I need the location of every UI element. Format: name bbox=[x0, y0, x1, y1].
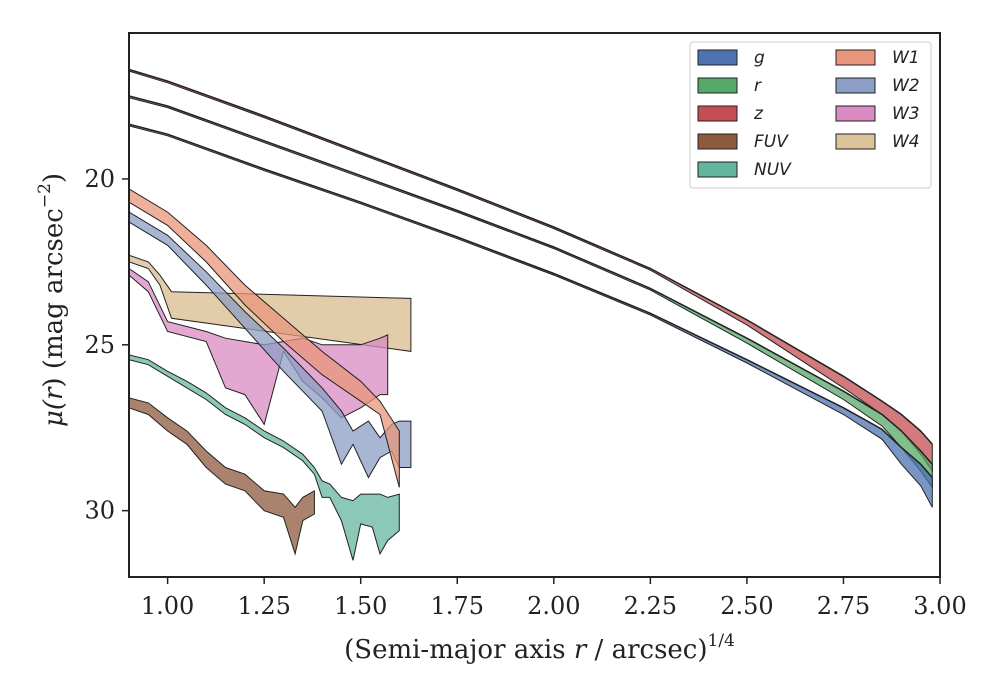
x-axis-title-pre: (Semi-major axis bbox=[344, 635, 574, 665]
legend-label-fuv: FUV bbox=[754, 132, 789, 152]
legend-swatch-g bbox=[697, 49, 738, 66]
band-nuv bbox=[129, 354, 400, 561]
profile-lines-layer bbox=[129, 68, 933, 478]
y-tick-label: 30 bbox=[84, 497, 115, 525]
legend-label-r: r bbox=[754, 76, 762, 96]
band-layer bbox=[129, 68, 933, 561]
y-axis: 20 25 30 bbox=[84, 165, 129, 525]
x-axis-title: (Semi-major axis r / arcsec)1/4 bbox=[344, 631, 735, 665]
band-w4 bbox=[129, 254, 412, 352]
legend-swatch-r bbox=[697, 77, 738, 94]
legend-swatch-w2 bbox=[835, 77, 876, 94]
x-tick-label: 1.50 bbox=[334, 592, 387, 620]
x-axis: 1.00 1.25 1.50 1.75 2.00 2.25 2.50 2.75 3.00 bbox=[141, 577, 967, 620]
x-tick-label: 1.25 bbox=[237, 592, 290, 620]
band-w1 bbox=[129, 188, 400, 488]
band-w3 bbox=[129, 267, 389, 426]
y-axis-title-sup: −2 bbox=[35, 183, 55, 208]
x-axis-title-post: / arcsec) bbox=[586, 635, 707, 665]
legend-label-nuv: NUV bbox=[754, 160, 792, 180]
profile-line-1 bbox=[129, 68, 933, 445]
x-tick-label: 1.75 bbox=[431, 592, 484, 620]
y-tick-label: 25 bbox=[84, 331, 115, 359]
y-axis-title-mu: μ( bbox=[39, 399, 69, 427]
legend-swatch-z bbox=[697, 105, 738, 122]
x-tick-label: 2.50 bbox=[720, 592, 773, 620]
x-axis-title-var: r bbox=[574, 635, 588, 665]
x-tick-label: 1.00 bbox=[141, 592, 194, 620]
legend-swatch-nuv bbox=[697, 161, 738, 178]
legend-swatch-fuv bbox=[697, 133, 738, 150]
legend-swatch-w4 bbox=[835, 133, 876, 150]
x-tick-label: 2.75 bbox=[817, 592, 870, 620]
legend-swatch-w3 bbox=[835, 105, 876, 122]
x-tick-label: 3.00 bbox=[913, 592, 966, 620]
profile-line-3 bbox=[129, 123, 933, 478]
y-tick-label: 20 bbox=[84, 165, 115, 193]
legend-swatch-w1 bbox=[835, 49, 876, 66]
y-axis-title: μ(r) (mag arcsec−2) bbox=[35, 173, 69, 427]
legend: grz FUV NUV W1 W2 W3 W4 bbox=[689, 41, 932, 189]
y-axis-title-end: ) bbox=[39, 173, 69, 183]
legend-label-w2: W2 bbox=[892, 76, 920, 96]
legend-label-w4: W4 bbox=[892, 132, 920, 152]
x-tick-label: 2.25 bbox=[624, 592, 677, 620]
y-axis-title-post: ) (mag arcsec bbox=[39, 208, 69, 387]
x-tick-label: 2.00 bbox=[527, 592, 580, 620]
legend-label-g: g bbox=[754, 48, 765, 68]
legend-label-w1: W1 bbox=[892, 48, 920, 68]
plot-frame bbox=[128, 32, 941, 578]
legend-label-w3: W3 bbox=[892, 104, 920, 124]
y-axis-title-var: r bbox=[39, 386, 69, 400]
profile-line-2 bbox=[129, 95, 933, 465]
band-w2 bbox=[129, 211, 412, 479]
band-fuv bbox=[129, 397, 315, 556]
x-axis-title-sup: 1/4 bbox=[708, 631, 735, 651]
legend-label-z: z bbox=[753, 104, 764, 124]
